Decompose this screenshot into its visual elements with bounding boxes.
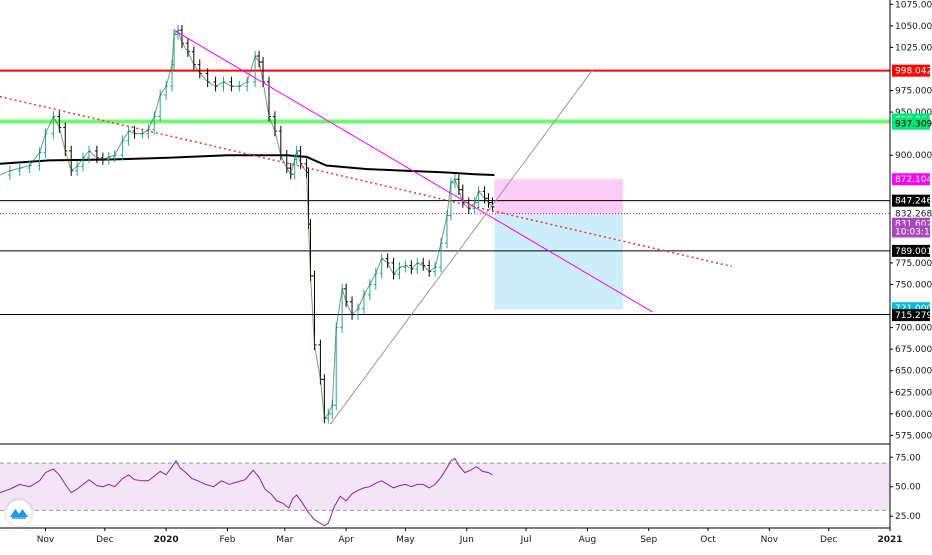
price-bar [415, 257, 420, 275]
time-axis-label: Mar [276, 535, 293, 545]
price-axis-label: 600.000 [895, 410, 932, 420]
price-bar [213, 76, 218, 92]
price-bar [421, 257, 426, 271]
price-tag: 10:03:19 [892, 225, 932, 238]
rsi-axis-label: 75.00 [895, 453, 921, 463]
price-tag-label: 872.104 [895, 175, 932, 185]
rsi-line [0, 457, 493, 527]
price-bar [397, 262, 402, 280]
price-axis-label: 675.000 [895, 345, 932, 355]
tradingview-logo[interactable] [6, 500, 32, 526]
price-tag-label: 789.001 [895, 247, 932, 257]
price-axis-label: 950.000 [895, 108, 932, 118]
time-axis-label: Feb [219, 535, 235, 545]
price-path [0, 29, 493, 420]
position-target-zone [494, 214, 623, 310]
price-tag: 847.246 [892, 194, 932, 207]
price-tag-label: 937.309 [895, 120, 932, 130]
price-bar [391, 257, 396, 280]
price-tag-bg [892, 207, 930, 220]
price-bar [7, 165, 12, 181]
time-axis-label: 2020 [154, 535, 179, 545]
time-axis-label: Dec [820, 535, 837, 545]
price-tag: 789.001 [892, 244, 932, 257]
price-tag: 998.042 [892, 64, 932, 77]
price-bar [229, 76, 234, 92]
price-tag: 832.268 [892, 207, 932, 220]
time-axis-label: Sep [640, 535, 657, 545]
time-axis-label: Dec [96, 535, 113, 545]
time-axis-label: May [396, 535, 415, 545]
price-axis-label: 1075.000 [895, 0, 932, 10]
price-axis-label: 575.000 [895, 431, 932, 441]
price-tag: 937.309 [892, 117, 932, 130]
price-tag-label: 10:03:19 [895, 227, 932, 237]
price-tag-label: 847.246 [895, 197, 932, 207]
price-axis-bg [890, 0, 932, 550]
price-tag: 872.104 [892, 173, 932, 186]
position-stop-zone [494, 179, 623, 215]
trend-line [173, 29, 653, 313]
price-axis-label: 1025.000 [895, 43, 932, 53]
price-tag-bg [892, 173, 930, 186]
price-axis-label: 625.000 [895, 388, 932, 398]
tradingview-logo-icon [10, 509, 28, 519]
price-tag: 715.279 [892, 309, 932, 322]
price-bar [456, 174, 461, 195]
price-axis-label: 900.000 [895, 151, 932, 161]
time-axis-label: Jul [520, 535, 532, 545]
time-axis-label: Nov [761, 535, 779, 545]
price-bar [126, 125, 131, 146]
price-bar [17, 162, 22, 176]
price-tag-label: 715.279 [895, 311, 932, 321]
price-axis-label: 700.000 [895, 324, 932, 334]
price-bar [197, 59, 202, 79]
time-axis-label: Oct [700, 535, 716, 545]
price-bar [288, 162, 293, 180]
price-tag-bg [892, 244, 930, 257]
price-tag-bg [892, 117, 930, 130]
price-tag-bg [892, 309, 930, 322]
price-tag-bg [892, 64, 930, 77]
price-axis-label: 650.000 [895, 367, 932, 377]
time-axis-label: Aug [579, 535, 597, 545]
price-axis-label: 1050.000 [895, 22, 932, 32]
price-bar [433, 262, 438, 277]
price-tag-label: 998.042 [895, 67, 932, 77]
time-axis-label: Jun [459, 535, 474, 545]
price-axis-label: 775.000 [895, 259, 932, 269]
price-tag-bg [892, 194, 930, 207]
price-axis-label: 750.000 [895, 281, 932, 291]
time-axis-label: 2021 [877, 535, 902, 545]
price-tag-label: 832.268 [895, 210, 932, 220]
trend-line [329, 68, 594, 425]
price-bar [379, 253, 384, 279]
price-tag-label: 831.602 [895, 220, 932, 230]
moving-average-line [0, 154, 495, 176]
price-bar [350, 296, 355, 320]
price-bar [476, 186, 481, 208]
price-bar [427, 260, 432, 277]
time-axis-label: Apr [338, 535, 354, 545]
rsi-axis-label: 50.00 [895, 483, 921, 493]
price-bar [164, 81, 169, 101]
price-axis-label: 975.000 [895, 87, 932, 97]
time-axis-label: Nov [37, 535, 55, 545]
price-bar [344, 283, 349, 307]
price-bar [221, 76, 226, 92]
rsi-axis-label: 25.00 [895, 512, 921, 522]
price-tag-bg [892, 225, 930, 238]
price-bar [106, 151, 111, 165]
price-bar [37, 147, 42, 171]
price-bar [75, 161, 80, 176]
trend-line [0, 95, 732, 268]
price-bar [373, 268, 378, 290]
